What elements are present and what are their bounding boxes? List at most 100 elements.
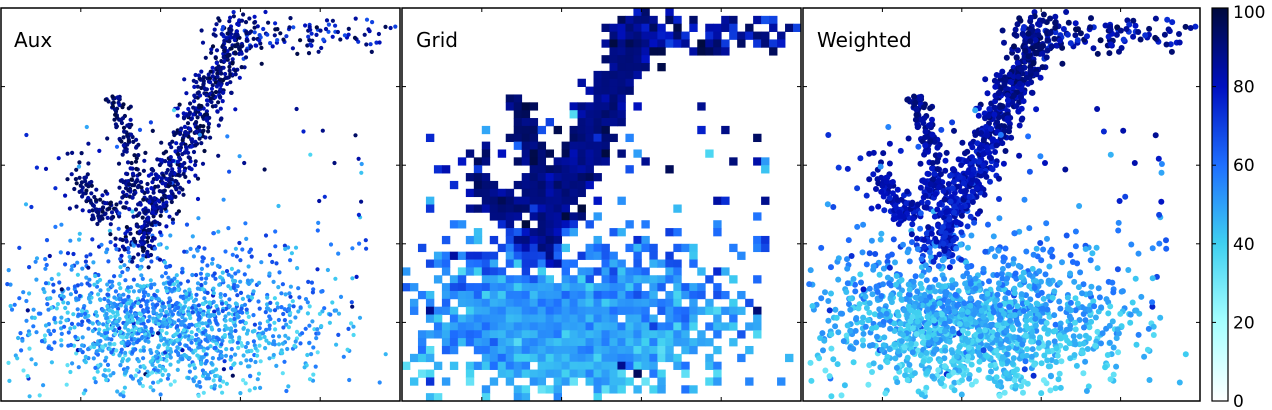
grid-cell (529, 165, 539, 174)
aux-point (233, 44, 238, 49)
aux-point (180, 152, 185, 157)
weighted-point (1115, 349, 1122, 356)
aux-point (288, 16, 293, 21)
grid-cell (641, 345, 650, 355)
aux-point (225, 54, 230, 59)
aux-point (108, 232, 113, 237)
grid-cell (633, 275, 642, 284)
weighted-point (1131, 160, 1138, 166)
aux-point (244, 307, 249, 312)
grid-cell (593, 361, 602, 370)
aux-point (232, 37, 237, 43)
grid-cell (721, 290, 730, 300)
grid-cell (545, 220, 555, 229)
aux-point (83, 360, 88, 365)
aux-point (128, 227, 133, 232)
aux-point (175, 287, 180, 292)
aux-point (159, 328, 164, 333)
grid-cell (657, 23, 666, 32)
aux-point (126, 106, 131, 111)
aux-point (131, 139, 136, 144)
weighted-point (1005, 345, 1012, 352)
grid-cell (705, 377, 714, 386)
aux-point (83, 311, 88, 316)
grid-cell (553, 165, 562, 174)
aux-point (276, 317, 281, 323)
aux-point (139, 336, 144, 341)
grid-cell (537, 283, 547, 292)
grid-cell (481, 251, 491, 260)
grid-cell (577, 267, 586, 276)
grid-cell (457, 267, 467, 276)
aux-point (133, 373, 138, 378)
aux-point (268, 316, 273, 322)
grid-cell (553, 259, 562, 268)
weighted-point (1082, 317, 1089, 324)
grid-cell (569, 102, 578, 111)
grid-cell (521, 188, 531, 198)
weighted-point (958, 391, 965, 398)
weighted-point (869, 369, 875, 375)
aux-point (34, 330, 39, 335)
grid-cell (545, 283, 555, 292)
grid-cell (657, 385, 666, 394)
grid-cell (625, 283, 634, 292)
weighted-point (993, 162, 1000, 168)
weighted-point (878, 174, 885, 181)
aux-point (193, 348, 198, 353)
aux-point (172, 332, 178, 337)
weighted-point (886, 140, 893, 147)
aux-point (307, 377, 313, 382)
aux-point (65, 177, 70, 182)
grid-cell (593, 377, 602, 386)
aux-point (6, 360, 11, 365)
grid-cell (649, 290, 658, 300)
aux-point (217, 327, 222, 333)
grid-cell (545, 345, 555, 355)
panel-aux-title: Aux (14, 28, 52, 52)
weighted-point (1036, 268, 1043, 275)
aux-point (201, 301, 206, 306)
grid-cell (545, 149, 555, 158)
grid-cell (673, 353, 682, 363)
weighted-point (1052, 385, 1059, 392)
grid-cell (473, 228, 483, 237)
aux-point (221, 197, 226, 202)
aux-point (64, 382, 69, 387)
aux-point (256, 299, 261, 304)
aux-point (237, 335, 242, 340)
aux-point (247, 30, 252, 35)
aux-point (191, 299, 197, 304)
aux-point (47, 253, 52, 259)
aux-point (224, 347, 229, 352)
aux-point (199, 266, 204, 271)
aux-point (90, 237, 95, 242)
aux-point (187, 346, 192, 351)
aux-point (305, 311, 310, 316)
aux-point (282, 318, 287, 323)
aux-point (193, 72, 198, 78)
grid-cell (657, 31, 666, 40)
grid-cell (601, 125, 610, 135)
grid-cell (649, 330, 658, 339)
aux-point (23, 202, 29, 207)
grid-cell (425, 314, 435, 323)
grid-cell (601, 157, 610, 166)
grid-cell (577, 353, 586, 363)
aux-point (297, 295, 302, 300)
grid-cell (609, 78, 618, 87)
aux-point (310, 290, 315, 295)
aux-point (235, 340, 240, 345)
grid-cell (649, 298, 658, 308)
panel-grid-title: Grid (416, 28, 458, 52)
aux-point (200, 40, 206, 45)
grid-cell (641, 235, 650, 245)
grid-cell (609, 306, 618, 315)
aux-point (168, 355, 173, 360)
grid-cell (593, 70, 602, 80)
aux-point (199, 345, 204, 350)
aux-point (6, 268, 11, 273)
aux-point (356, 212, 361, 217)
aux-point (287, 291, 292, 296)
